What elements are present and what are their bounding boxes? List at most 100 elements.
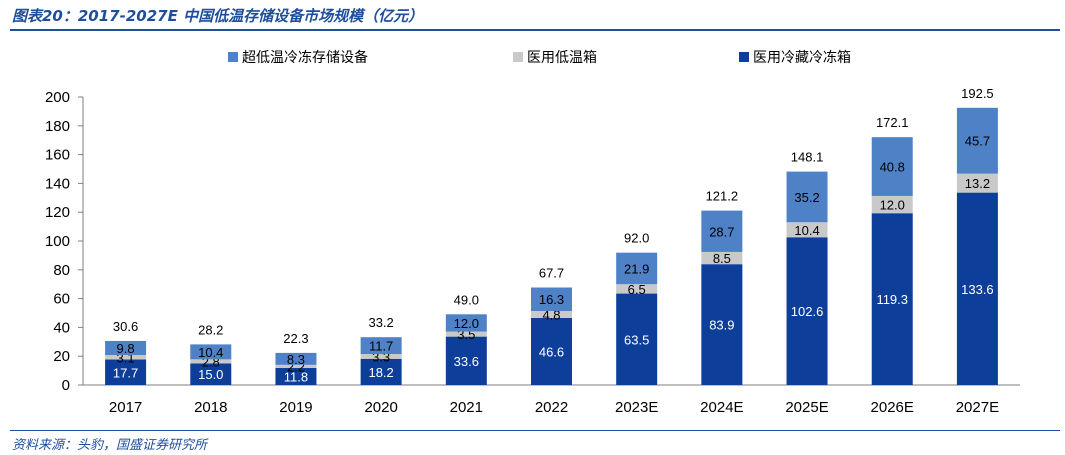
total-label: 121.2 [706,189,739,204]
x-tick-label: 2022 [535,399,568,416]
y-tick-label: 120 [45,204,70,221]
x-tick-label: 2024E [700,399,743,416]
legend: 超低温冷冻存储设备 医用低温箱 医用冷藏冷冻箱 [228,49,851,66]
legend-item: 医用低温箱 [513,50,597,66]
data-label: 83.9 [709,318,734,333]
data-label: 13.2 [965,176,990,191]
y-tick-label: 40 [53,319,70,336]
bar-segment [105,340,147,356]
data-label: 17.7 [113,365,138,380]
bar-stack: 17.73.19.830.6 [105,319,147,385]
total-label: 148.1 [791,150,824,165]
bar-segment [871,213,913,385]
bar-segment [105,355,147,360]
bars: 17.73.19.830.615.02.810.428.211.82.28.32… [105,86,998,385]
bar-segment [531,310,572,318]
bar-segment [531,317,572,385]
bar-segment [190,363,232,385]
legend-item: 超低温冷冻存储设备 [228,49,368,66]
data-label: 119.3 [876,292,908,307]
bar-segment [871,137,913,196]
x-axis: 2017 2018 2019 2020 2021 2022 2023E 2024E 2025E 2… [83,384,1020,416]
bottom-rule [10,430,1060,431]
figure-title: 图表20：2017-2027E 中国低温存储设备市场规模（亿元） [12,7,424,25]
bar-segment [190,344,232,360]
bar-stack: 15.02.810.428.2 [190,322,232,385]
bar-segment [956,107,998,174]
x-tick-label: 2019 [279,399,312,416]
y-tick-label: 80 [53,262,70,279]
bar-stack: 83.9 8.5 28.7 121.2 [701,189,743,385]
total-label: 67.7 [539,266,564,281]
legend-label: 医用冷藏冷冻箱 [753,49,851,66]
bar-stack: 63.5 6.5 21.9 92.0 [616,231,658,385]
legend-swatch [739,52,749,62]
data-label: 10.4 [198,345,223,360]
total-label: 92.0 [624,231,649,246]
data-label: 12.0 [880,198,905,213]
x-tick-label: 2023E [615,399,658,416]
bar-segment [616,293,658,385]
x-tick-label: 2025E [785,399,828,416]
data-label: 28.7 [709,224,734,239]
bar-segment [701,264,743,385]
x-tick-label: 2017 [109,399,142,416]
bar-segment [190,359,232,364]
bar-segment [786,237,828,385]
bar-segment [445,314,487,332]
total-label: 33.2 [368,315,393,330]
data-label: 10.4 [794,223,819,238]
x-tick-label: 2027E [956,399,999,416]
bar-segment [616,252,658,285]
bar-segment [871,195,913,214]
data-label: 8.3 [287,352,305,367]
bar-stack: 119.3 12.0 40.8 172.1 [871,115,913,385]
source-note: 资料来源：头豹，国盛证券研究所 [12,438,208,453]
data-label: 18.2 [368,365,393,380]
total-label: 172.1 [876,115,909,130]
legend-swatch [513,52,523,62]
bar-stack: 102.6 10.4 35.2 148.1 [786,150,828,385]
data-label: 21.9 [624,261,649,276]
total-label: 30.6 [113,319,138,334]
data-label: 4.8 [542,307,560,322]
total-label: 192.5 [961,86,994,101]
data-label: 35.2 [794,190,819,205]
data-label: 6.5 [628,282,646,297]
data-label: 40.8 [880,160,905,175]
data-label: 45.7 [965,134,990,149]
bar-segment [701,210,743,252]
bar-segment [616,284,658,294]
bar-segment [445,331,487,337]
data-label: 16.3 [539,292,564,307]
data-label: 63.5 [624,332,649,347]
bar-stack: 46.6 4.816.3 67.7 [531,266,572,385]
bar-segment [275,368,317,385]
data-label: 102.6 [791,304,824,319]
data-label: 12.0 [454,316,479,331]
data-label: 33.6 [454,354,479,369]
total-label: 28.2 [198,322,223,337]
x-tick-label: 2020 [364,399,397,416]
bar-segment [105,359,147,385]
bar-segment [445,336,487,385]
data-label: 133.6 [961,282,994,297]
y-tick-label: 20 [53,348,70,365]
legend-item: 医用冷藏冷冻箱 [739,49,851,66]
total-label: 22.3 [283,331,308,346]
bar-stack: 33.63.512.049.0 [445,292,487,385]
bar-segment [956,192,998,385]
x-tick-label: 2018 [194,399,227,416]
x-tick-label: 2026E [871,399,914,416]
bar-segment [786,222,828,238]
x-tick-label: 2021 [450,399,483,416]
y-tick-label: 200 [45,89,70,106]
y-tick-label: 100 [45,233,70,250]
bar-segment [275,352,317,365]
bar-segment [786,171,828,223]
data-label: 9.8 [117,341,135,356]
y-tick-label: 60 [53,291,70,308]
y-axis: 0 20 40 60 80 100 120 140 160 180 200 [45,89,84,394]
y-tick-label: 160 [45,147,70,164]
